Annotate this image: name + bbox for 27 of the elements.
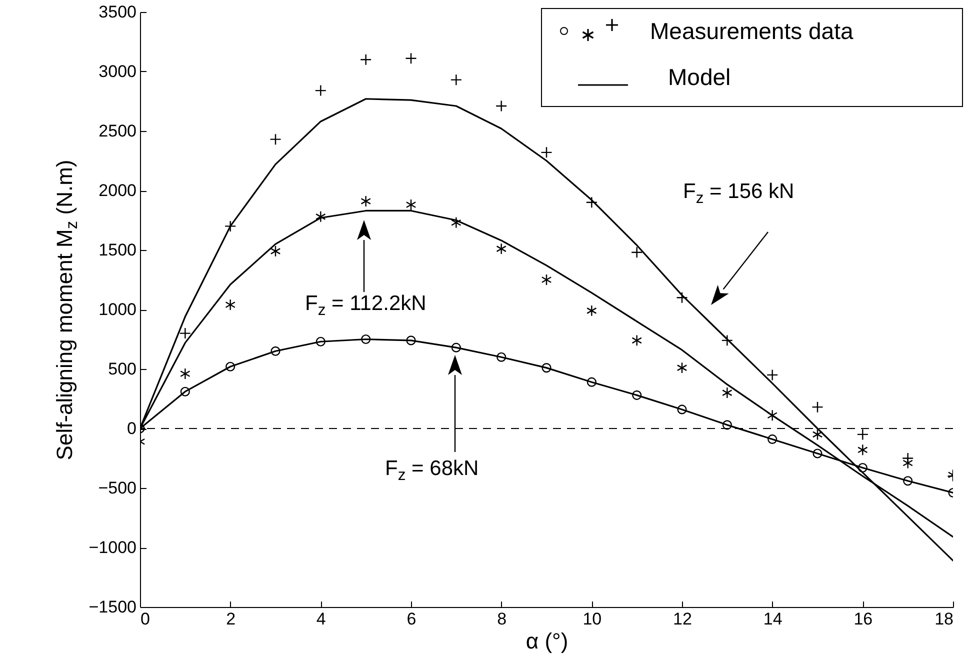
- x-tick-label: 16: [854, 610, 873, 628]
- x-tick-label: 14: [763, 610, 782, 628]
- annotation: F$_{z}$ = 112.2kN: [305, 292, 426, 319]
- x-tick-label: 4: [316, 610, 326, 628]
- x-axis-title: α (°): [526, 628, 568, 654]
- x-tick-label: 6: [406, 610, 416, 628]
- x-tick-label: 8: [497, 610, 507, 628]
- y-tick-label: 3000: [98, 62, 136, 81]
- y-tick-label: 500: [108, 360, 136, 378]
- y-tick-label: 1500: [98, 240, 136, 260]
- y-tick-label: 2500: [98, 122, 136, 140]
- x-tick-label: 2: [226, 610, 236, 628]
- annotation: F$_{z}$ = 68kN: [385, 457, 479, 484]
- x-tick-label: 10: [582, 610, 602, 628]
- y-tick-label: −500: [98, 478, 136, 498]
- x-tick-label: 0: [140, 610, 150, 628]
- x-tick-label: 12: [673, 610, 692, 628]
- x-tick-label: 18: [934, 610, 954, 628]
- annotation: F$_{z}$ = 156 kN: [683, 180, 794, 207]
- y-tick-label: 1000: [98, 300, 136, 319]
- legend-label: Measurements data: [650, 18, 854, 44]
- y-tick-label: −1000: [88, 538, 136, 557]
- y-tick-label: 2000: [98, 181, 136, 200]
- legend-label: Model: [668, 64, 731, 90]
- y-tick-label: −1500: [88, 598, 136, 616]
- y-tick-label: 0: [127, 419, 136, 438]
- y-tick-label: 3500: [98, 2, 136, 22]
